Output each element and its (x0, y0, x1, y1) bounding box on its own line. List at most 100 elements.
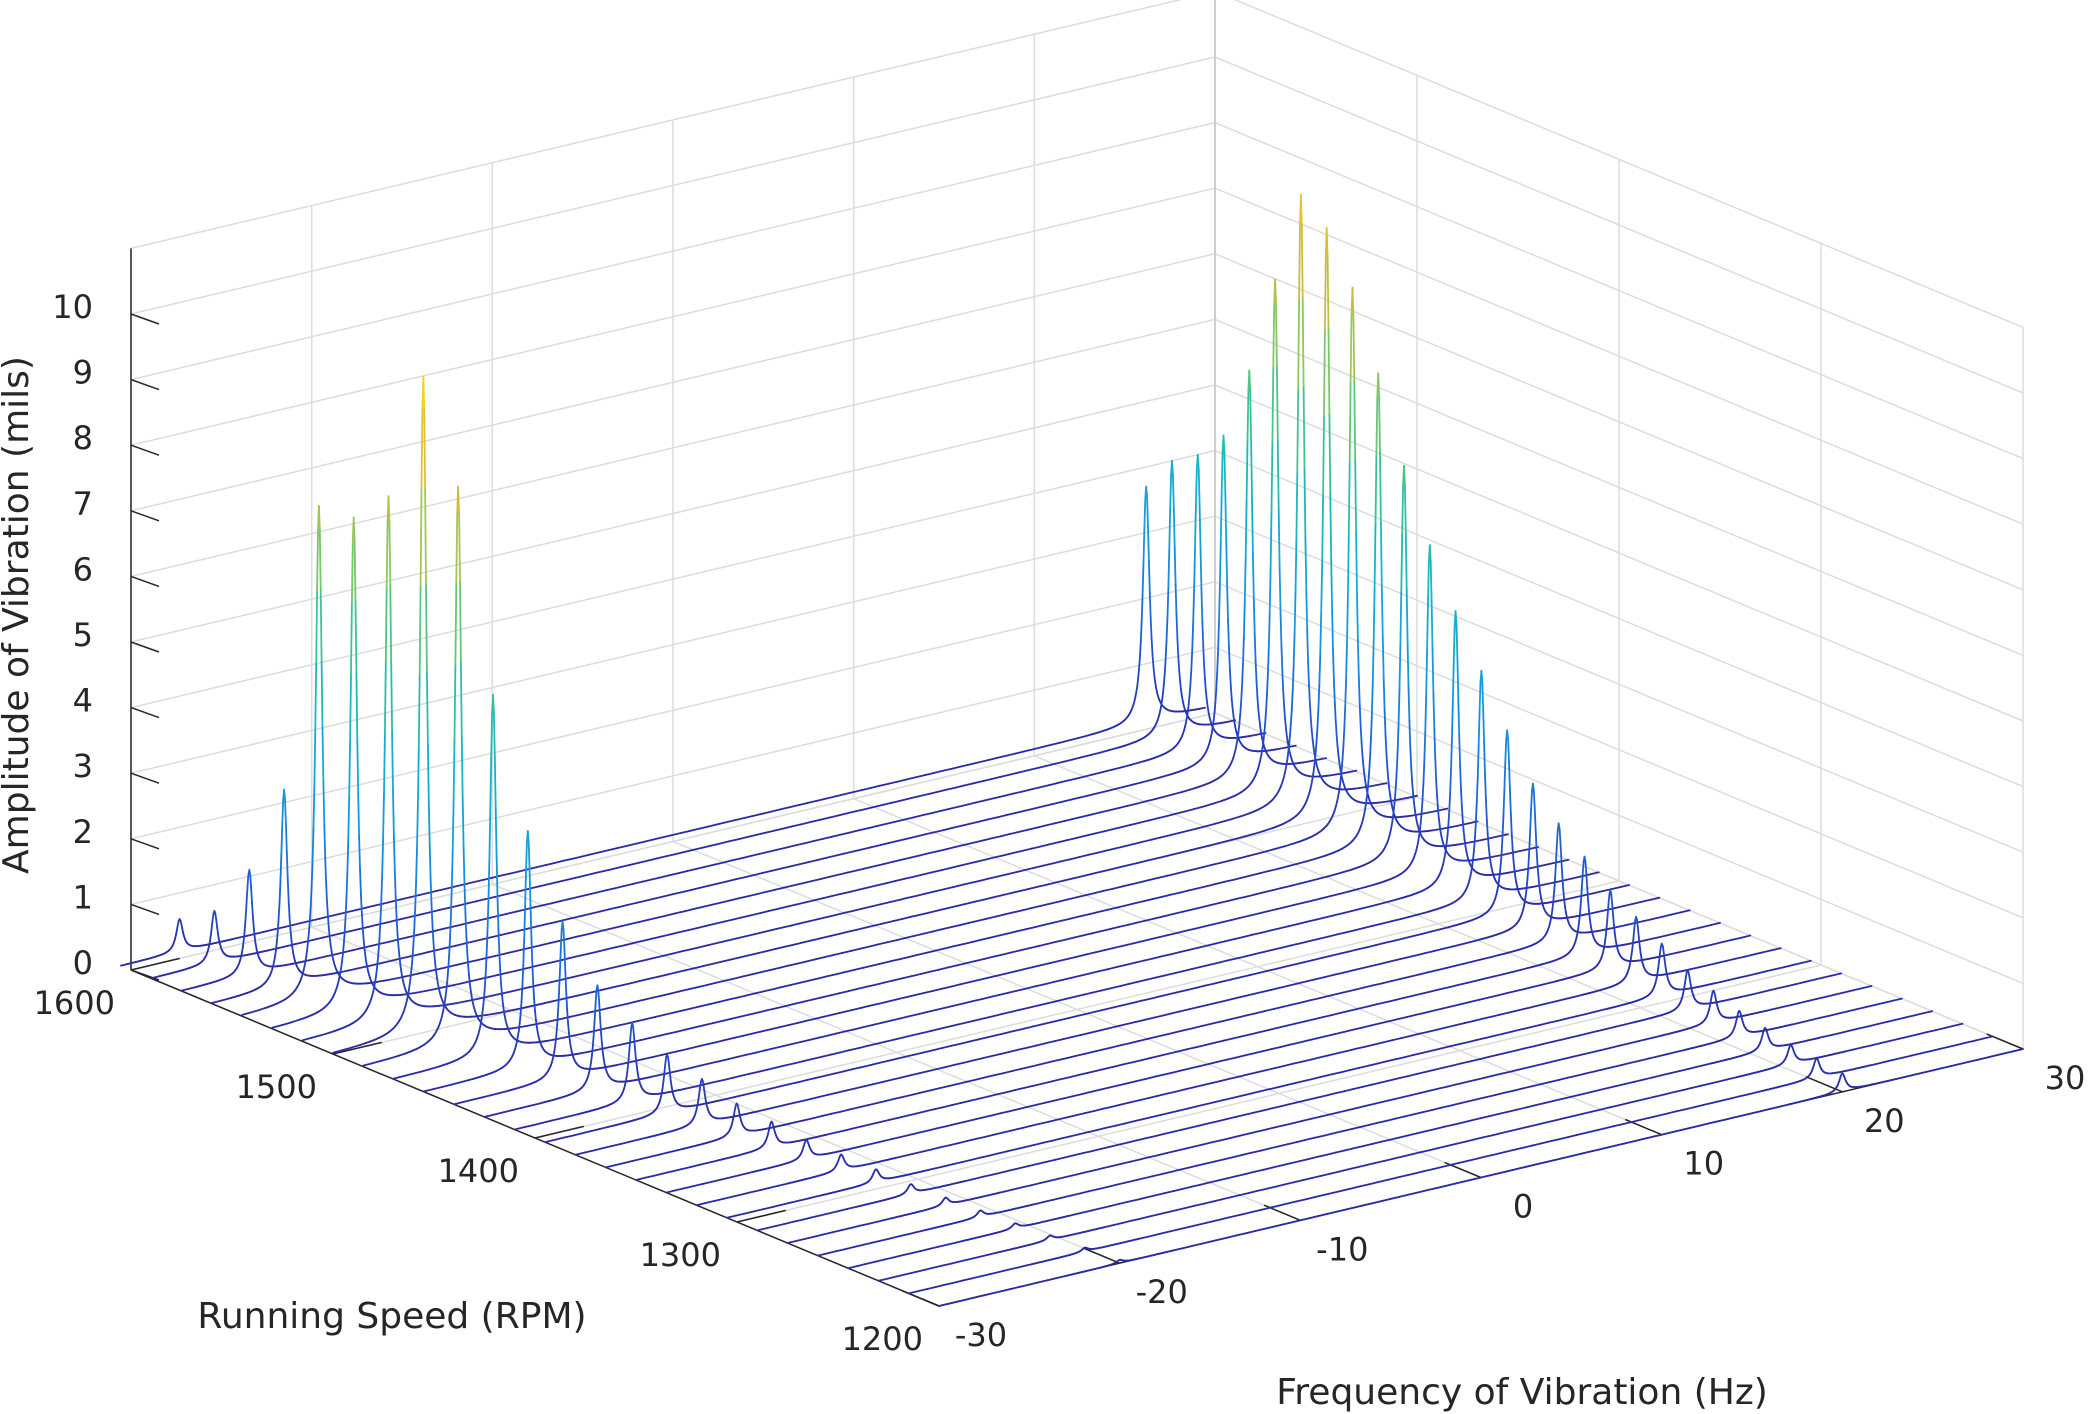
spectrum-segment (730, 1075, 742, 1079)
spectrum-segment (884, 1038, 896, 1043)
spectrum-segment (1462, 830, 1466, 841)
spectrum-segment (912, 814, 924, 819)
spectrum-segment (757, 1068, 769, 1073)
spectrum-segment (1173, 546, 1177, 586)
spectrum-segment (726, 937, 738, 942)
spectrum-segment (385, 919, 397, 924)
spectrum-segment (544, 1139, 555, 1143)
spectrum-segment (1162, 684, 1165, 695)
spectrum-segment (781, 1043, 793, 1048)
spectrum-segment (1295, 470, 1299, 541)
spectrum-segment (625, 1074, 628, 1082)
spectrum-segment (1140, 997, 1152, 1002)
spectrum-segment (1067, 955, 1079, 960)
spectrum-segment (1028, 945, 1040, 950)
spectrum-segment (1302, 899, 1314, 904)
spectrum-segment (1169, 832, 1180, 837)
spectrum-segment (1384, 733, 1388, 754)
spectrum-segment (1268, 867, 1280, 872)
spectrum-segment (856, 985, 868, 990)
spectrum-segment (526, 830, 530, 844)
spectrum-segment (868, 943, 880, 948)
spectrum-segment (925, 890, 936, 895)
spectrum-segment (816, 916, 828, 921)
spectrum-segment (450, 1081, 461, 1086)
spectrum-segment (309, 917, 321, 922)
spectrum-segment (599, 967, 611, 972)
spectrum-segment (620, 864, 631, 868)
spectrum-segment (1185, 927, 1196, 932)
spectrum-segment (639, 977, 651, 982)
spectrum-segment (1386, 766, 1390, 780)
spectrum-segment (1219, 539, 1222, 586)
spectrum-segment (1145, 485, 1148, 499)
spectrum-segment (1356, 592, 1359, 642)
spectrum-segment (553, 1042, 557, 1052)
spectrum-segment (1014, 750, 1026, 755)
spectrum-segment (584, 931, 596, 936)
spectrum-segment (949, 924, 961, 929)
spectrum-segment (1178, 889, 1190, 894)
spectrum-segment (1374, 453, 1378, 525)
spectrum-segment (696, 984, 708, 989)
spectrum-segment (1412, 792, 1415, 804)
spectrum-segment (483, 1113, 495, 1118)
spectrum-segment (1045, 881, 1057, 886)
spectrum-segment (862, 964, 874, 969)
spectrum-segment (680, 889, 692, 894)
spectrum-segment (1389, 793, 1392, 802)
spectrum-segment (799, 979, 810, 984)
spectrum-segment (1143, 497, 1147, 529)
spectrum-segment (776, 846, 788, 851)
spectrum-segment (883, 979, 895, 984)
spectrum-segment (867, 884, 879, 889)
spectrum-segment (416, 746, 420, 806)
spectrum-segment (734, 817, 746, 821)
spectrum-segment (1194, 504, 1197, 551)
spectrum-segment (1164, 972, 1176, 977)
spectrum-segment (878, 1059, 890, 1064)
spectrum-segment (1457, 697, 1461, 736)
spectrum-segment (1032, 805, 1044, 810)
spectrum-segment (525, 1023, 536, 1027)
spectrum-segment (1153, 796, 1165, 801)
spectrum-segment (571, 1132, 583, 1137)
spectrum-segment (657, 973, 669, 978)
spectrum-segment (323, 823, 327, 859)
spectrum-segment (1005, 752, 1017, 757)
spectrum-segment (733, 1034, 745, 1039)
spectrum-segment (855, 867, 867, 872)
spectrum-segment (1229, 668, 1232, 687)
spectrum-segment (1263, 889, 1274, 894)
spectrum-segment (476, 957, 487, 962)
spectrum-segment (759, 969, 771, 974)
spectrum-segment (806, 800, 818, 804)
spectrum-segment (459, 580, 462, 664)
spectrum-segment (1291, 688, 1294, 709)
spectrum-segment (669, 990, 681, 995)
spectrum-segment (625, 842, 637, 847)
spectrum-segment (1147, 525, 1150, 562)
spectrum-segment (1174, 810, 1186, 815)
spectrum-segment (1403, 464, 1406, 486)
spectrum-segment (1461, 820, 1465, 833)
spectrum-segment (1285, 727, 1288, 737)
spectrum-segment (978, 759, 989, 764)
spectrum-segment (379, 900, 383, 923)
spectrum-segment (1166, 872, 1178, 877)
spectrum-segment (1131, 999, 1143, 1004)
spectrum-segment (839, 1049, 850, 1054)
spectrum-segment (811, 996, 823, 1001)
spectrum-segment (1285, 734, 1289, 743)
spectrum-segment (888, 839, 900, 844)
spectrum-segment (439, 906, 451, 911)
spectrum-segment (1150, 776, 1162, 781)
spectrum-segment (1206, 942, 1218, 947)
spectrum-segment (596, 889, 607, 894)
spectrum-segment (942, 767, 953, 772)
spectrum-segment (826, 973, 838, 978)
spectrum-segment (822, 895, 834, 899)
spectrum-segment (1239, 914, 1250, 919)
spectrum-segment (712, 1079, 724, 1084)
spectrum-segment (770, 1085, 781, 1090)
